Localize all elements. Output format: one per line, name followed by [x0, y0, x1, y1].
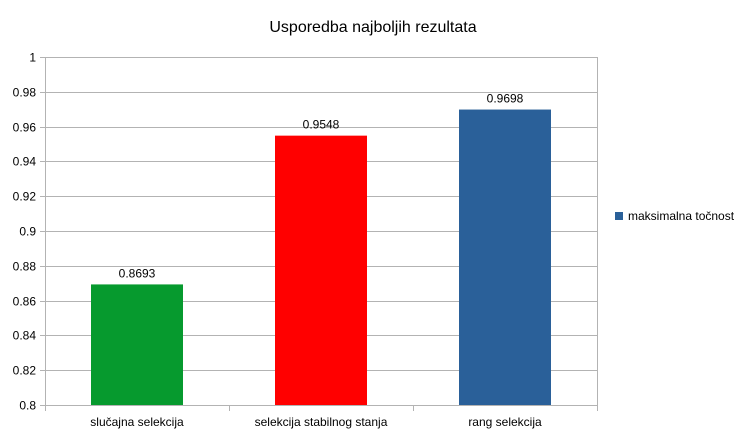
y-tick-label: 0.98 [13, 86, 37, 100]
y-tick-label: 0.8 [19, 399, 36, 413]
category-label: rang selekcija [468, 415, 542, 429]
data-label: 0.9548 [303, 118, 340, 132]
bar [275, 135, 367, 405]
y-tick-label: 0.88 [13, 260, 37, 274]
legend-swatch [615, 212, 623, 220]
bar [459, 109, 551, 405]
y-tick-label: 0.92 [13, 190, 37, 204]
y-tick-label: 0.94 [13, 155, 37, 169]
bars [91, 109, 551, 405]
x-axis-categories: slučajna selekcija selekcija stabilnog st… [90, 415, 542, 429]
y-tick-label: 0.96 [13, 121, 37, 135]
legend: maksimalna točnost [615, 209, 735, 223]
y-tick-label: 0.84 [13, 329, 37, 343]
data-label: 0.8693 [119, 266, 156, 280]
category-label: slučajna selekcija [90, 415, 184, 429]
legend-label: maksimalna točnost [628, 209, 735, 223]
y-axis-ticks: 0.8 0.82 0.84 0.86 0.88 0.9 0.92 0.94 0.96 0.98 1 [13, 51, 45, 413]
y-tick-label: 1 [29, 51, 36, 65]
data-labels: 0.8693 0.9548 0.9698 [119, 92, 524, 281]
axes [45, 57, 598, 411]
category-label: selekcija stabilnog stanja [255, 415, 388, 429]
data-label: 0.9698 [487, 92, 524, 106]
y-tick-label: 0.86 [13, 295, 37, 309]
y-tick-label: 0.9 [19, 225, 36, 239]
y-tick-label: 0.82 [13, 364, 37, 378]
chart-title: Usporedba najboljih rezultata [269, 19, 476, 36]
bar [91, 284, 183, 405]
